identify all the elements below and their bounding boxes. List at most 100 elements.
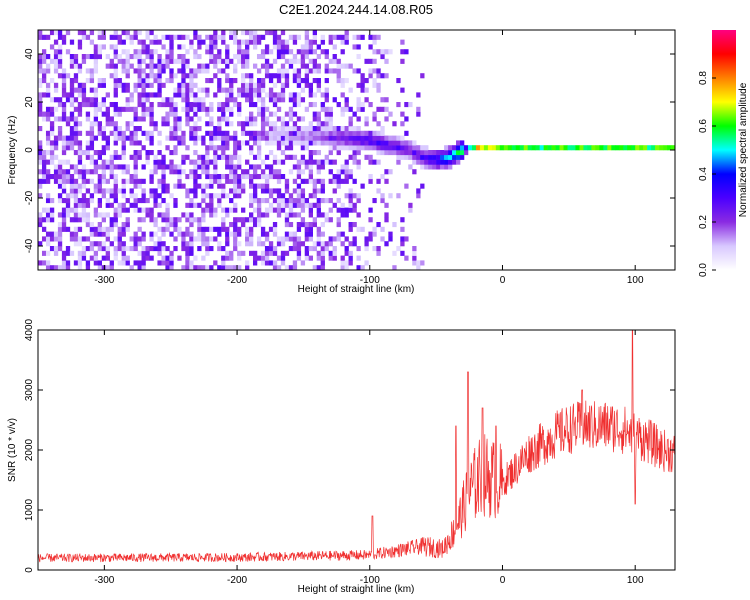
spectrogram-cell [249,198,254,204]
spectrogram-cell [205,34,210,40]
spectrogram-cell [324,130,329,136]
spectrogram-cell [73,183,79,189]
spectrogram-cell [292,39,298,45]
spectrogram-cell [213,145,218,151]
spectrogram-cell [312,130,317,136]
spectrogram-cell [169,159,174,165]
snr-y-tick-label: 2000 [24,438,35,461]
spectrogram-cell [189,265,194,271]
spectrogram-cell [121,260,126,266]
spectrogram-cell [153,222,158,228]
spectrogram-cell [320,183,325,189]
spectrogram-cell [424,154,429,160]
spectrogram-cell [89,145,95,151]
spectrogram-cell [288,145,294,151]
spectrogram-cell [284,145,290,151]
spectrogram-cell [412,154,417,160]
spectrogram-cell [181,130,186,136]
spectrogram-cell [137,198,142,204]
spectrogram-cell [81,183,87,189]
spectrogram-cell [177,87,182,93]
spectrogram-cell [97,188,102,194]
spectrogram-cell [149,30,154,36]
spectrogram-cell [503,145,509,151]
spectrogram-cell [81,87,87,93]
spectrogram-cell [117,164,122,170]
spectrogram-cell [173,217,178,223]
spectrogram-cell [268,246,274,252]
spectrogram-cell [173,92,178,98]
spectrogram-cell [109,241,114,247]
spectrogram-cell [57,58,63,64]
spectrogram-cell [205,145,210,151]
spectrogram-cell [296,212,302,218]
spectrogram-cell [260,198,266,204]
spectrogram-cell [348,169,353,175]
spectrogram-cell [81,250,87,256]
spectrogram-cell [125,246,130,252]
spectrogram-cell [141,68,146,74]
spectrogram-cell [73,231,79,237]
spectrogram-cell [93,150,99,156]
spectrogram-cell [376,49,381,55]
spectrogram-cell [304,49,310,55]
spectrogram-cell [272,265,278,271]
spectrogram-cell [392,150,397,156]
spectrogram-cell [185,106,190,112]
spectrogram-cell [77,63,83,69]
spectrogram-cell [173,73,178,79]
spectrogram-cell [229,135,234,141]
spectrogram-cell [38,63,43,69]
spectrogram-cell [193,97,198,103]
spectrogram-cell [53,145,59,151]
spectrogram-cell [635,145,640,151]
spectrogram-cell [73,169,79,175]
spectrogram-cell [344,212,349,218]
spectrogram-cell [300,260,306,266]
spectrogram-cell [276,265,282,271]
spectrogram-cell [296,82,302,88]
spectrogram-cell [308,207,313,213]
spectrogram-cell [296,58,302,64]
spectrogram-cell [292,135,298,141]
spectrogram-cell [217,130,222,136]
spectrogram-cell [296,164,302,170]
spectrogram-cell [372,68,377,74]
spectrogram-cell [308,150,313,156]
spectrogram-cell [304,231,310,237]
spectrogram-cell [272,58,278,64]
spectrogram-cell [595,145,600,151]
spectrogram-cell [276,126,282,132]
spectrogram-cell [97,202,102,208]
spectrogram-cell [241,222,246,228]
spectrogram-cell [117,34,122,40]
spectrogram-cell [161,121,166,127]
spectrogram-cell [340,260,345,266]
spectrogram-cell [149,231,154,237]
spectrogram-cell [38,241,43,247]
spectrogram-cell [256,255,262,261]
spectrogram-cell [73,63,79,69]
spectrogram-cell [495,145,501,151]
spectrogram-cell [101,34,106,40]
spectrogram-cell [491,145,497,151]
spectrogram-cell [65,178,71,184]
spectrogram-cell [217,202,222,208]
spectrogram-cell [65,73,71,79]
spectrogram-cell [249,97,254,103]
spectrogram-cell [41,73,47,79]
spectrogram-cell [396,150,401,156]
spectrogram-cell [272,126,278,132]
spectrogram-cell [388,49,393,55]
spectrogram-cell [268,226,274,232]
spectrogram-cell [292,68,298,74]
spectrogram-cell [77,121,83,127]
spectrogram-cell [173,226,178,232]
spectrogram-cell [141,44,146,50]
spectrogram-cell [260,63,266,69]
spectrogram-cell [181,82,186,88]
spectrogram-cell [456,150,461,156]
spectrogram-cell [49,174,55,180]
spectrogram-cell [201,135,206,141]
spectrogram-cell [344,145,349,151]
